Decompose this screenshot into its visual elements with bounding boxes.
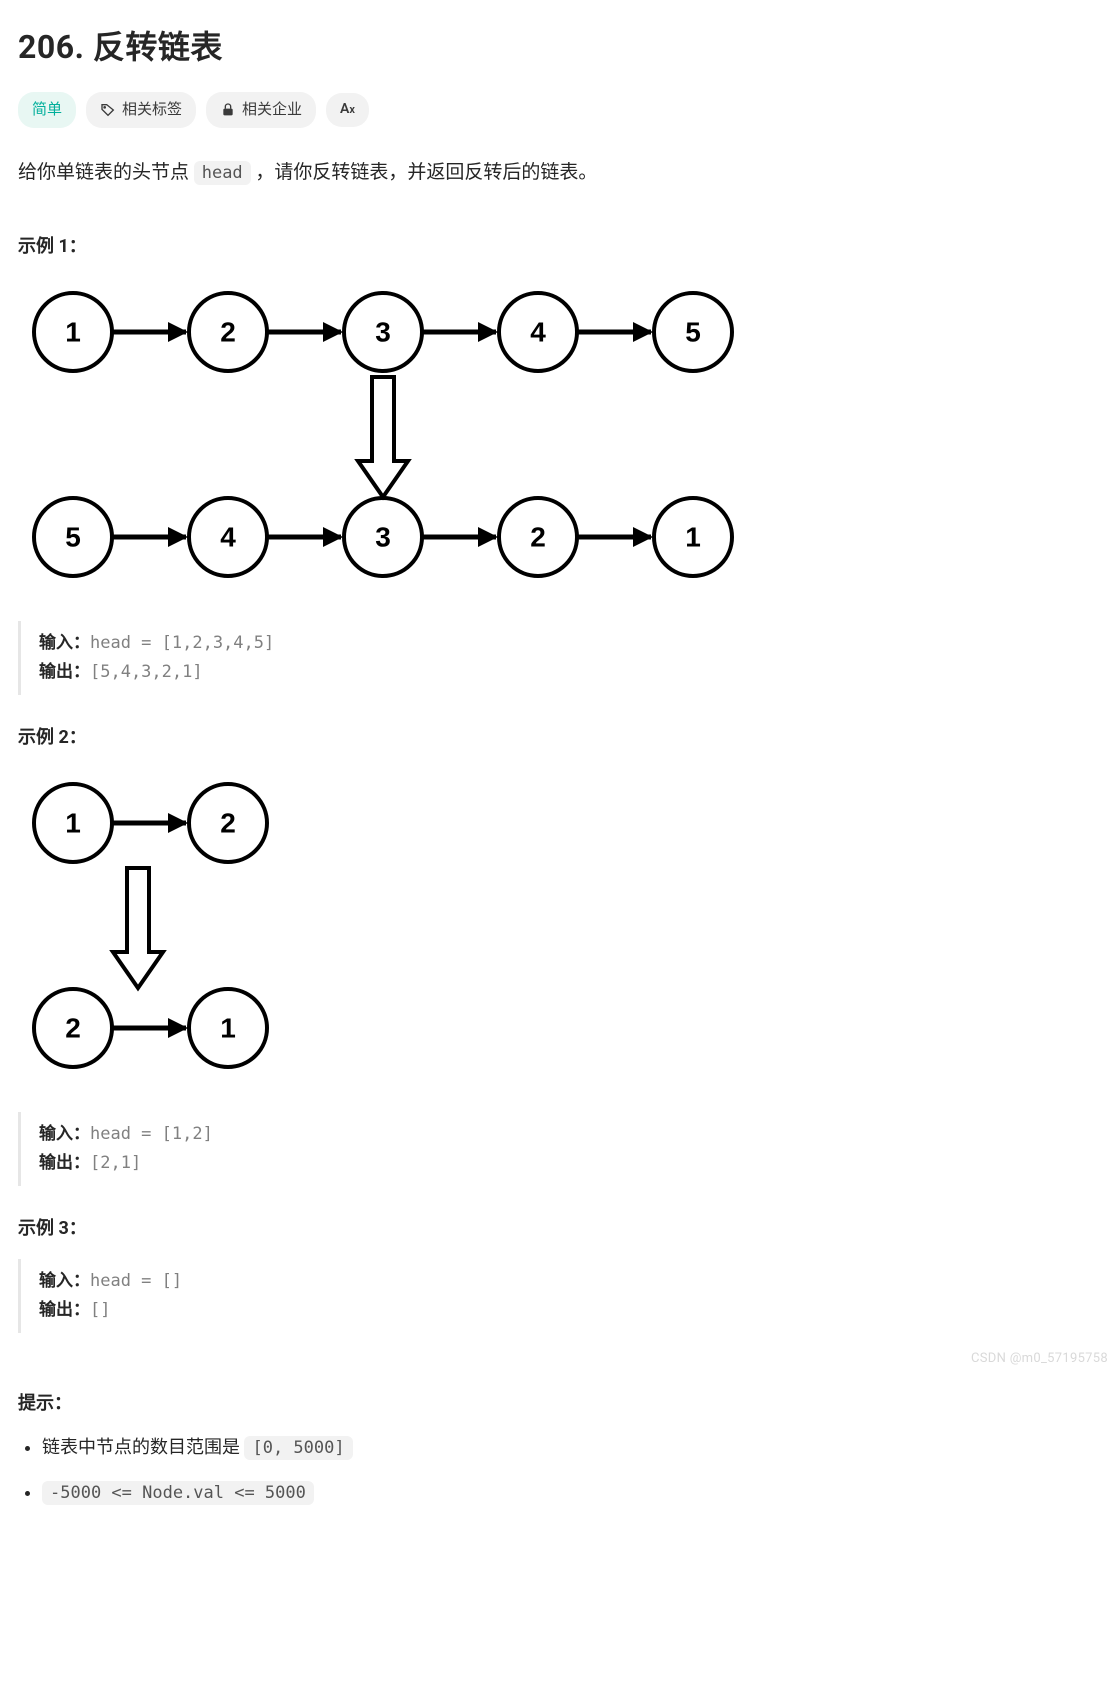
example3-input-value: head = [] <box>90 1271 182 1291</box>
svg-text:5: 5 <box>65 521 81 552</box>
example2-output-value: [2,1] <box>90 1153 141 1173</box>
svg-text:5: 5 <box>685 316 701 347</box>
constraint-code: -5000 <= Node.val <= 5000 <box>42 1481 314 1505</box>
example2-input-label: 输入： <box>39 1124 90 1144</box>
example2-svg: 1 2 2 1 <box>18 768 278 1088</box>
example2-io: 输入：head = [1,2] 输出：[2,1] <box>18 1112 1098 1186</box>
svg-text:2: 2 <box>220 316 236 347</box>
example1-diagram: 1 2 3 4 5 5 4 3 2 1 <box>18 277 1098 608</box>
example3-output-label: 输出： <box>39 1300 90 1320</box>
example1-input-value: head = [1,2,3,4,5] <box>90 633 274 653</box>
problem-description: 给你单链表的头节点 head ，请你反转链表，并返回反转后的链表。 <box>18 156 1098 188</box>
constraints-heading: 提示： <box>18 1389 1098 1420</box>
constraints: 提示： 链表中节点的数目范围是 [0, 5000] -5000 <= Node.… <box>18 1389 1098 1509</box>
related-companies-label: 相关企业 <box>242 97 302 123</box>
svg-text:1: 1 <box>220 1012 236 1043</box>
constraint-item: -5000 <= Node.val <= 5000 <box>42 1478 1098 1509</box>
desc-post: ，请你反转链表，并返回反转后的链表。 <box>251 160 598 183</box>
example3-output-value: [] <box>90 1300 110 1320</box>
example1-heading: 示例 1： <box>18 232 1098 263</box>
example1-svg: 1 2 3 4 5 5 4 3 2 1 <box>18 277 738 597</box>
svg-text:2: 2 <box>220 807 236 838</box>
desc-pre: 给你单链表的头节点 <box>18 160 194 183</box>
tag-icon <box>100 102 116 118</box>
example1-input-label: 输入： <box>39 633 90 653</box>
svg-text:3: 3 <box>375 316 391 347</box>
page-title: 206. 反转链表 <box>18 20 1098 74</box>
constraints-list: 链表中节点的数目范围是 [0, 5000] -5000 <= Node.val … <box>18 1433 1098 1508</box>
svg-text:2: 2 <box>530 521 546 552</box>
font-icon: Ax <box>340 98 355 122</box>
example1-output-value: [5,4,3,2,1] <box>90 662 203 682</box>
svg-text:3: 3 <box>375 521 391 552</box>
example2-heading: 示例 2： <box>18 723 1098 754</box>
example2-output-label: 输出： <box>39 1153 90 1173</box>
example3-io: 输入：head = [] 输出：[] <box>18 1259 1098 1333</box>
desc-code: head <box>194 161 251 185</box>
example2-input-value: head = [1,2] <box>90 1124 213 1144</box>
related-tags-button[interactable]: 相关标签 <box>86 92 196 128</box>
tags-row: 简单 相关标签 相关企业 Ax <box>18 92 1098 128</box>
example2-diagram: 1 2 2 1 <box>18 768 1098 1099</box>
example3-input-label: 输入： <box>39 1271 90 1291</box>
watermark: CSDN @m0_57195758 <box>971 1348 1108 1370</box>
svg-text:1: 1 <box>65 316 81 347</box>
svg-text:1: 1 <box>685 521 701 552</box>
constraint-item: 链表中节点的数目范围是 [0, 5000] <box>42 1433 1098 1464</box>
svg-text:4: 4 <box>530 316 546 347</box>
example1-output-label: 输出： <box>39 662 90 682</box>
font-switch-button[interactable]: Ax <box>326 93 369 127</box>
lock-icon <box>220 102 236 118</box>
svg-text:2: 2 <box>65 1012 81 1043</box>
example1-io: 输入：head = [1,2,3,4,5] 输出：[5,4,3,2,1] <box>18 621 1098 695</box>
difficulty-tag[interactable]: 简单 <box>18 92 76 128</box>
svg-text:4: 4 <box>220 521 236 552</box>
svg-text:1: 1 <box>65 807 81 838</box>
constraint-code: [0, 5000] <box>244 1436 352 1460</box>
related-tags-label: 相关标签 <box>122 97 182 123</box>
example3-heading: 示例 3： <box>18 1214 1098 1245</box>
related-companies-button[interactable]: 相关企业 <box>206 92 316 128</box>
constraint-pre: 链表中节点的数目范围是 <box>42 1437 244 1458</box>
